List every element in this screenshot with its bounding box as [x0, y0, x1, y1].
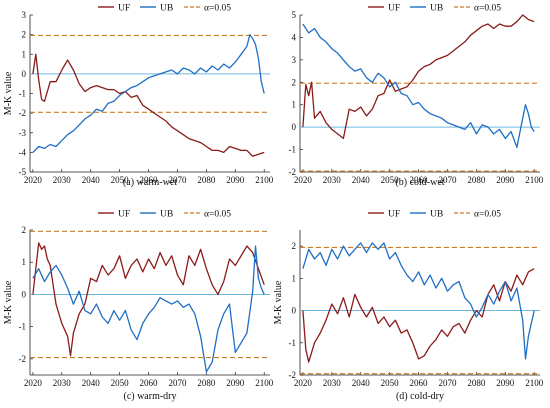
x-tick-label: 2100 [525, 175, 544, 185]
y-tick-label: -1 [19, 89, 27, 99]
panel-caption: (b) cold-wet [395, 177, 444, 188]
x-tick-label: 2070 [438, 378, 457, 388]
x-tick-label: 2030 [53, 378, 72, 388]
x-tick-label: 2080 [197, 175, 216, 185]
series-line-uf [32, 53, 265, 157]
series-line-uf [302, 268, 535, 363]
x-tick-label: 2020 [294, 175, 313, 185]
y-tick-label: -4 [19, 147, 27, 157]
panel-caption: (d) cold-dry [396, 391, 444, 402]
y-tick-label: -1 [289, 145, 297, 155]
series-line-ub [32, 33, 265, 153]
legend-label-ub: UB [430, 4, 443, 14]
x-tick-label: 2100 [255, 175, 274, 185]
x-tick-label: 2090 [226, 175, 245, 185]
y-axis-label: M-K value [3, 71, 14, 115]
x-tick-label: 2080 [467, 378, 486, 388]
legend-label-uf: UF [118, 4, 130, 14]
y-tick-label: 4 [292, 32, 297, 42]
x-tick-label: 2030 [323, 378, 342, 388]
series-line-uf [32, 242, 265, 357]
x-tick-label: 2050 [111, 175, 130, 185]
panel-warm-dry: UF UB α=0.05 -2 -1 0 1 2 2020 2030 2040 2050 2060 207… [3, 210, 274, 403]
y-tick-label: 1 [292, 273, 297, 283]
x-tick-label: 2100 [525, 378, 544, 388]
x-tick-label: 2070 [168, 175, 187, 185]
y-tick-label: 0 [292, 306, 297, 316]
legend-label-ub: UB [430, 210, 443, 220]
series-line-ub [32, 245, 265, 373]
y-tick-label: -5 [19, 167, 27, 177]
x-tick-label: 2050 [381, 378, 400, 388]
legend-label-ub: UB [160, 4, 173, 14]
y-axis-label: M-K value [3, 280, 14, 324]
x-tick-label: 2060 [410, 378, 429, 388]
x-tick-label: 2040 [82, 175, 101, 185]
x-tick-label: 2030 [323, 175, 342, 185]
y-axis-label: M-K value [273, 280, 284, 324]
y-tick-label: -2 [289, 167, 297, 177]
y-tick-label: 3 [292, 55, 297, 65]
y-tick-label: 2 [292, 77, 297, 87]
x-tick-label: 2070 [438, 175, 457, 185]
x-tick-label: 2040 [82, 378, 101, 388]
y-tick-label: -3 [19, 128, 27, 138]
x-tick-label: 2020 [24, 378, 43, 388]
legend-label-uf: UF [388, 4, 400, 14]
legend: UF UB α=0.05 [98, 210, 231, 220]
x-tick-label: 2050 [111, 378, 130, 388]
x-tick-label: 2090 [496, 175, 515, 185]
x-tick-label: 2060 [140, 378, 159, 388]
x-tick-label: 2040 [352, 175, 371, 185]
y-tick-label: -2 [19, 354, 27, 364]
y-tick-label: 2 [22, 30, 27, 40]
x-tick-label: 2030 [53, 175, 72, 185]
y-tick-label: -1 [289, 338, 297, 348]
series-line-ub [302, 23, 535, 148]
panel-cold-wet: UF UB α=0.05 -2 -1 0 1 2 3 4 5 2020 2030 2040 2050 2060… [289, 4, 544, 189]
y-tick-label: 5 [292, 10, 297, 20]
panel-cold-dry: UF UB α=0.05 -2 -1 0 1 2 2020 2030 2040 2050 2060 207… [273, 210, 544, 403]
y-tick-label: 0 [22, 289, 27, 299]
panel-warm-wet: UF UB α=0.05 -5 -4 -3 -2 -1 0 1 2 3 2020 2030 2040 2050… [3, 4, 274, 189]
x-tick-label: 2080 [467, 175, 486, 185]
x-tick-label: 2060 [410, 175, 429, 185]
legend: UF UB α=0.05 [368, 4, 501, 14]
legend: UF UB α=0.05 [368, 210, 501, 220]
legend-label-uf: UF [388, 210, 400, 220]
series-line-uf [302, 14, 535, 140]
y-tick-label: 1 [22, 49, 27, 59]
y-tick-label: 3 [22, 10, 27, 20]
y-tick-label: 0 [22, 69, 27, 79]
y-tick-label: -2 [289, 370, 297, 380]
x-tick-label: 2040 [352, 378, 371, 388]
legend-label-uf: UF [118, 210, 130, 220]
x-tick-label: 2080 [197, 378, 216, 388]
x-tick-label: 2090 [226, 378, 245, 388]
legend-label-alpha: α=0.05 [474, 4, 501, 14]
x-tick-label: 2020 [294, 378, 313, 388]
y-tick-label: -1 [19, 322, 27, 332]
x-tick-label: 2050 [381, 175, 400, 185]
legend-label-ub: UB [160, 210, 173, 220]
series-line-ub [302, 242, 535, 360]
x-tick-label: 2020 [24, 175, 43, 185]
y-tick-label: 0 [292, 122, 297, 132]
legend-label-alpha: α=0.05 [204, 210, 231, 220]
y-tick-label: 2 [292, 241, 297, 251]
x-tick-label: 2090 [496, 378, 515, 388]
y-tick-label: 1 [292, 100, 297, 110]
x-tick-label: 2070 [168, 378, 187, 388]
y-tick-label: 1 [22, 257, 27, 267]
panel-caption: (a) warm-wet [123, 177, 177, 188]
panel-caption: (c) warm-dry [123, 391, 176, 402]
legend-label-alpha: α=0.05 [474, 210, 501, 220]
legend-label-alpha: α=0.05 [204, 4, 231, 14]
x-tick-label: 2100 [255, 378, 274, 388]
y-tick-label: -2 [19, 108, 27, 118]
y-tick-label: 2 [22, 225, 27, 235]
x-tick-label: 2060 [140, 175, 159, 185]
legend: UF UB α=0.05 [98, 4, 231, 14]
